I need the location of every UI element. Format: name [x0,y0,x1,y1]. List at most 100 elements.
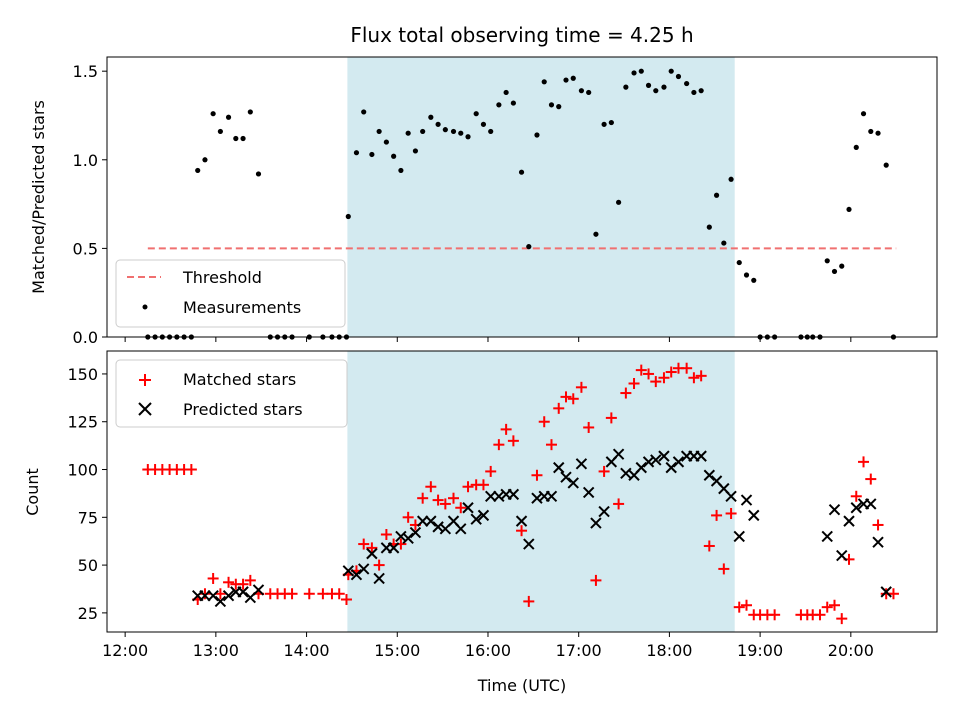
measurement-point [420,128,426,135]
matched-star-point [380,529,392,541]
measurement-point [860,111,867,117]
predicted-star-point [402,532,414,545]
x-tick-label: 18:00 [646,641,692,660]
matched-star-point [718,563,730,575]
x-tick-label: 12:00 [102,641,148,660]
measurement-point [480,121,487,127]
matched-star-point [516,525,528,537]
matched-star-point [199,588,211,600]
bottom-legend: Matched stars Predicted stars [115,359,348,428]
matched-star-point [628,377,640,389]
measurement-point [383,139,389,145]
measurement-point [736,259,742,266]
y-tick-label: 100 [67,461,98,480]
measurement-point [217,128,223,135]
measurement-point [465,134,471,140]
matched-star-point [567,393,579,405]
predicted-star-point [409,526,422,539]
measurement-point [616,199,622,205]
predicted-star-point [658,450,670,462]
predicted-star-point [373,572,385,585]
measurement-point [398,167,404,174]
predicted-star-point [207,589,219,602]
top-y-axis-label: Matched/Predicted stars [29,100,48,294]
measurement-point [240,135,246,142]
y-tick-label: 0.5 [73,239,98,258]
predicted-star-point [836,549,848,562]
matched-star-point [850,490,862,502]
predicted-star-point [590,517,602,529]
top-panel: 0.0 0.5 1.0 1.5 [73,56,938,347]
matched-star-point [507,435,519,447]
matched-star-point [340,594,352,606]
predicted-star-point [598,505,610,518]
x-tick-label: 15:00 [374,641,420,660]
matched-star-point [432,494,444,506]
measurement-point [518,169,525,175]
matched-star-point [650,376,662,388]
measurement-point [743,272,750,278]
chart-title: Flux total observing time = 4.25 h [350,23,693,47]
matched-star-point [439,498,451,510]
measurement-point [593,231,599,237]
bottom-shaded-span [347,351,735,632]
predicted-star-point [455,523,467,535]
predicted-star-point [523,538,535,550]
matched-star-point [733,601,745,613]
measurement-point [839,263,845,269]
matched-star-point [560,391,572,403]
measurement-point [684,80,690,87]
predicted-star-point [470,513,482,525]
predicted-star-point [425,515,437,527]
matched-star-point [613,498,625,510]
measurement-point [623,84,629,90]
matched-star-point [237,578,249,590]
matched-star-point [366,542,378,554]
predicted-star-point [484,490,497,502]
y-tick-label: 25 [78,604,98,623]
measurement-point [824,258,830,264]
matched-star-point [858,456,870,468]
measurement-point [675,73,682,80]
predicted-star-point [703,469,716,481]
matched-star-point [207,572,219,584]
matched-star-point [643,368,655,380]
matched-star-point [725,507,737,519]
y-tick-label: 1.5 [73,62,98,81]
x-axis-label: Time (UTC) [477,676,566,695]
measurement-point [570,75,576,81]
measurement-point [645,82,652,88]
measurement-point [247,109,253,115]
matched-star-point [620,387,632,399]
matched-star-point [531,469,543,481]
measurement-point [503,89,509,96]
matched-star-point [821,601,833,613]
measurement-point [668,68,674,74]
measurement-point [868,128,874,135]
measurement-point [202,157,208,163]
measurement-point [233,135,239,142]
predicted-star-point [350,568,363,581]
legend-measurement-marker [142,304,148,310]
measurement-point [556,104,562,110]
predicted-star-point [387,542,400,554]
predicted-star-point [725,490,737,502]
predicted-star-point [507,488,520,501]
measurement-point [526,244,532,250]
predicted-star-point [222,589,235,602]
predicted-star-point [672,456,685,468]
matched-star-point [493,439,505,451]
predicted-star-point [821,530,833,543]
matched-star-point [417,492,429,504]
x-tick-label: 16:00 [465,641,511,660]
matched-star-point [455,502,467,514]
measurement-point [510,100,516,106]
predicted-star-point [850,502,862,514]
bottom-legend-box [115,359,348,428]
x-tick-label: 19:00 [737,641,783,660]
measurement-point [369,151,375,158]
matched-star-point [448,492,460,504]
predicted-star-point [620,467,632,480]
measurement-point [653,88,659,94]
